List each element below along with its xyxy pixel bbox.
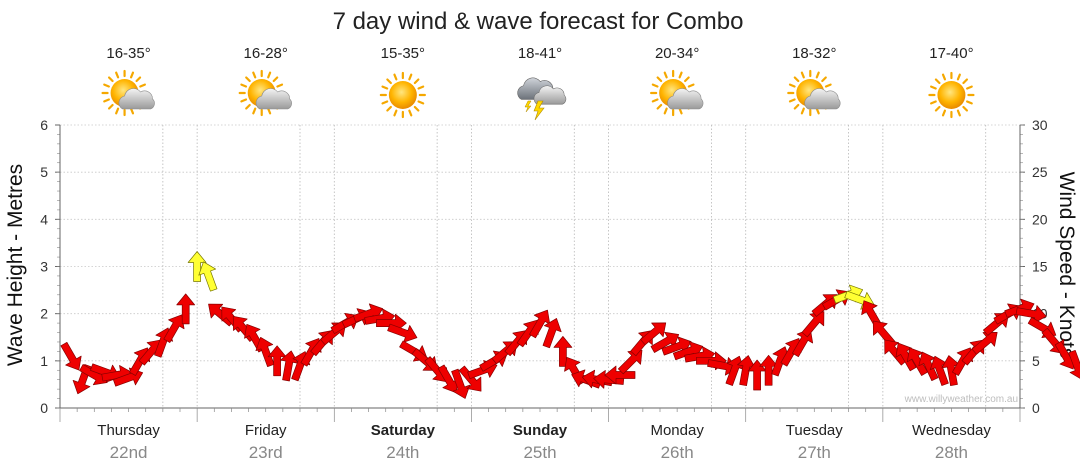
y-tick-label: 3	[40, 259, 48, 275]
wind-arrow	[176, 293, 196, 325]
partly-cloudy-icon	[650, 69, 704, 117]
thunderstorm-icon	[517, 77, 567, 121]
day-date: 22nd	[110, 443, 148, 462]
day-temperature: 16-28°	[244, 45, 288, 62]
wind-arrow	[1068, 349, 1080, 381]
y-tick-label: 5	[40, 164, 48, 180]
y-tick-label: 6	[40, 117, 48, 133]
y2-tick-label: 25	[1032, 164, 1048, 180]
wind-arrow	[255, 336, 275, 368]
wind-arrow	[971, 332, 998, 355]
day-temperature: 20-34°	[655, 45, 699, 62]
partly-cloudy-icon	[787, 69, 841, 117]
day-name: Wednesday	[912, 422, 991, 439]
wind-arrow	[60, 342, 82, 371]
day-date: 25th	[523, 443, 556, 462]
sunny-icon	[928, 71, 975, 119]
day-temperature: 18-32°	[792, 45, 836, 62]
wind-arrow	[801, 311, 825, 338]
day-date: 24th	[386, 443, 419, 462]
wind-arrow	[553, 336, 573, 367]
watermark: www.willyweather.com.au	[904, 394, 1018, 405]
day-name: Monday	[650, 422, 704, 439]
y2-tick-label: 5	[1032, 353, 1040, 369]
wind-arrow	[542, 318, 562, 349]
day-name: Tuesday	[786, 422, 843, 439]
wind-arrow	[198, 261, 218, 292]
y-axis-label: Wave Height - Metres	[4, 164, 27, 366]
wind-arrow	[451, 368, 471, 399]
partly-cloudy-icon	[238, 69, 292, 117]
y2-axis-label: Wind Speed - Knots	[1055, 172, 1078, 359]
day-name: Thursday	[97, 422, 160, 439]
day-labels: Thursday 22nd Friday 23rd Saturday 24th Sunday…	[97, 422, 991, 462]
day-headers: 16-35° 16-28° 15-35° 18-41° 20-34° 18-32° 17-4…	[101, 45, 975, 121]
day-temperature: 18-41°	[518, 45, 562, 62]
day-date: 23rd	[249, 443, 283, 462]
wind-arrows	[60, 251, 1080, 399]
wind-arrow	[640, 322, 667, 346]
plot-grid: 0123456051015202530	[40, 117, 1048, 422]
y-tick-label: 4	[40, 211, 48, 227]
y2-tick-label: 20	[1032, 211, 1048, 227]
day-temperature: 16-35°	[106, 45, 150, 62]
day-temperature: 15-35°	[381, 45, 425, 62]
y-tick-label: 2	[40, 306, 48, 322]
day-date: 27th	[798, 443, 831, 462]
chart-title: 7 day wind & wave forecast for Combo	[333, 8, 744, 35]
wind-arrow	[163, 314, 185, 343]
wind-arrow	[604, 365, 636, 385]
day-temperature: 17-40°	[929, 45, 973, 62]
day-name: Saturday	[371, 422, 436, 439]
day-name: Friday	[245, 422, 287, 439]
y2-tick-label: 15	[1032, 259, 1048, 275]
partly-cloudy-icon	[101, 69, 155, 117]
y-tick-label: 1	[40, 353, 48, 369]
y2-tick-label: 0	[1032, 400, 1040, 416]
y2-tick-label: 30	[1032, 117, 1048, 133]
day-name: Sunday	[513, 422, 568, 439]
sunny-icon	[379, 71, 426, 119]
y-tick-label: 0	[40, 400, 48, 416]
day-date: 28th	[935, 443, 968, 462]
wind-arrow	[617, 349, 643, 375]
day-date: 26th	[661, 443, 694, 462]
